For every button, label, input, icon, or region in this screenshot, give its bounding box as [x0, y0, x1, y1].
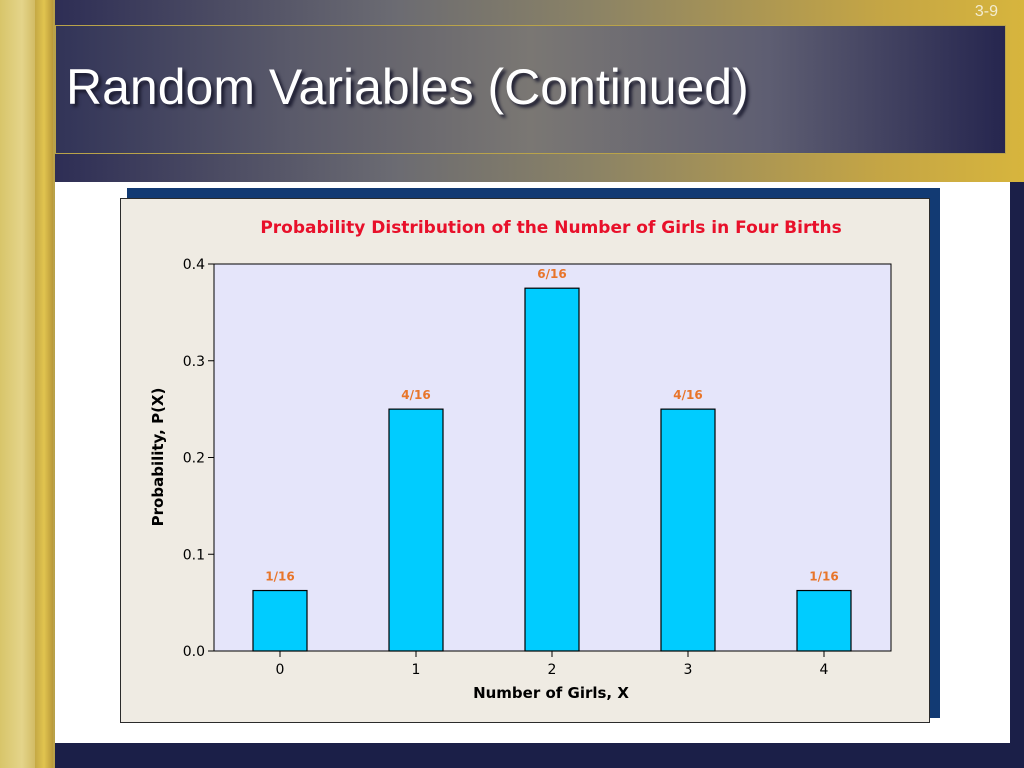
title-box	[55, 25, 1006, 154]
bar-4	[796, 589, 852, 652]
x-tick-label: 4	[820, 662, 829, 678]
x-tick-label: 2	[548, 662, 557, 678]
bar-0	[252, 589, 308, 652]
y-tick-label: 0.3	[183, 354, 205, 370]
bar-1	[388, 408, 444, 652]
slide-number: 3-9	[974, 3, 998, 20]
left-decorative-band	[35, 0, 53, 768]
bar-3	[660, 408, 716, 652]
bar-data-label: 1/16	[265, 570, 294, 584]
bar-data-label: 1/16	[809, 570, 838, 584]
bars: 1/16 4/16 6/16 4/16 1/16	[252, 267, 852, 652]
right-decorative-strip	[1010, 182, 1024, 768]
y-tick-label: 0.1	[183, 547, 205, 563]
x-tick-label: 3	[684, 662, 693, 678]
x-axis-label: Number of Girls, X	[473, 684, 629, 702]
bar-data-label: 4/16	[673, 388, 702, 402]
bar-chart: Probability Distribution of the Number o…	[149, 218, 892, 702]
x-axis: 0 1 2 3 4	[276, 651, 829, 678]
y-axis: 0.0 0.1 0.2 0.3 0.4	[183, 257, 214, 660]
y-tick-label: 0.4	[183, 257, 205, 273]
slide-title: Random Variables (Continued)	[66, 59, 749, 115]
chart-frame: Probability Distribution of the Number o…	[120, 198, 930, 723]
chart-title: Probability Distribution of the Number o…	[260, 218, 841, 238]
x-tick-label: 1	[412, 662, 421, 678]
y-tick-label: 0.0	[183, 644, 205, 660]
bar-data-label: 6/16	[537, 267, 566, 281]
bar-2	[524, 287, 580, 652]
bottom-decorative-strip	[55, 743, 1024, 768]
y-tick-label: 0.2	[183, 451, 205, 467]
y-axis-label: Probability, P(X)	[149, 388, 167, 527]
bar-data-label: 4/16	[401, 388, 430, 402]
x-tick-label: 0	[276, 662, 285, 678]
